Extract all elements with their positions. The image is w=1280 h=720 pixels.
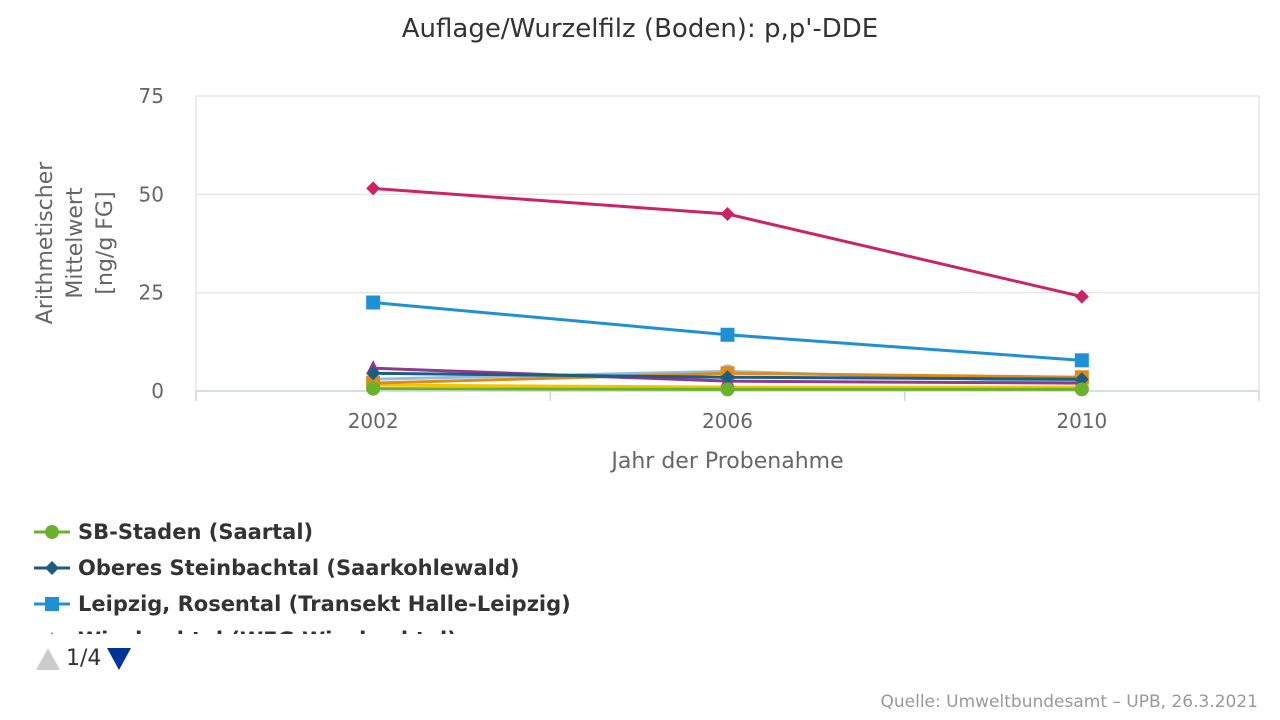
legend-prev-arrow-icon[interactable] [36,647,60,670]
data-point[interactable] [1074,382,1089,397]
credits[interactable]: Quelle: Umweltbundesamt – UPB, 26.3.2021 [880,692,1259,712]
y-axis-title-line: [ng/g FG] [93,191,118,294]
legend-item[interactable]: Oberes Steinbachtal (Saarkohlewald) [34,550,934,586]
legend-pager: 1/4 [36,646,132,671]
legend-label: Wiesbachtal (WFG Wiesbachtal) [78,628,457,634]
series-line [373,186,1083,299]
legend-item[interactable]: Leipzig, Rosental (Transekt Halle-Leipzi… [34,586,934,622]
legend-label: Oberes Steinbachtal (Saarkohlewald) [78,556,520,580]
data-point[interactable] [720,382,735,397]
line-chart: 0 25 50 75 2002 2006 2010 Jahr der Probenahme Ar… [33,84,1260,474]
legend-label: SB-Staden (Saartal) [78,520,314,544]
legend-item[interactable]: SB-Staden (Saartal) [34,514,934,550]
y-tick-label: 0 [151,379,164,403]
chart-title: Auflage/Wurzelfilz (Boden): p,p'-DDE [401,14,879,44]
data-point[interactable] [1074,289,1089,304]
data-point[interactable] [366,381,381,396]
legend-symbol-icon [34,525,70,539]
legend-symbol-icon [34,597,70,611]
y-axis-title-line: Arithmetischer [33,161,58,325]
legend-page-indicator: 1/4 [66,646,102,671]
x-axis-title: Jahr der Probenahme [609,449,843,474]
legend: SB-Staden (Saartal) Oberes Steinbachtal (… [34,514,934,634]
legend-item[interactable]: Wiesbachtal (WFG Wiesbachtal) [34,622,934,634]
x-tick-label: 2010 [1056,409,1107,433]
legend-symbol-icon [51,632,53,634]
y-tick-label: 50 [139,182,164,206]
y-tick-label: 25 [139,281,164,305]
data-point[interactable] [366,181,381,196]
data-point[interactable] [1074,372,1089,387]
y-axis-title-line: Mittelwert [63,187,88,299]
y-tick-label: 75 [139,84,164,108]
data-point[interactable] [720,370,735,385]
x-tick-label: 2006 [702,409,753,433]
data-point[interactable] [720,207,735,221]
legend-next-arrow-icon[interactable] [107,647,132,670]
x-tick-label: 2002 [348,409,399,433]
legend-label: Leipzig, Rosental (Transekt Halle-Leipzi… [78,592,571,616]
data-point[interactable] [720,327,735,342]
data-point[interactable] [366,295,381,310]
data-point[interactable] [366,366,381,381]
legend-symbol-icon [34,561,70,575]
data-point[interactable] [1074,353,1089,368]
